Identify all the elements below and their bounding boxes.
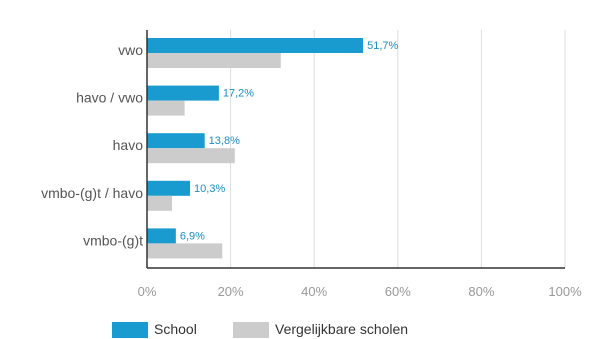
data-label: 17,2%: [223, 88, 254, 100]
legend-label: Vergelijkbare scholen: [275, 321, 408, 337]
data-label: 10,3%: [194, 183, 225, 195]
category-labels: vwo havo / vwo havo vmbo-(g)t / havo vmbo-(g…: [41, 42, 143, 248]
data-label: 51,7%: [367, 40, 398, 52]
legend: School Vergelijkbare scholen: [112, 321, 408, 338]
category-label: vmbo-(g)t: [83, 232, 143, 248]
gridlines: [230, 30, 566, 268]
bar-school: [147, 180, 191, 196]
bar-vergelijkbare-scholen: [147, 53, 281, 68]
bar-school: [147, 133, 205, 149]
bar-school: [147, 85, 219, 101]
legend-label: School: [154, 321, 197, 337]
category-label: havo: [113, 137, 144, 153]
x-tick-label: 60%: [385, 284, 411, 299]
category-label: havo / vwo: [76, 90, 143, 106]
data-label: 6,9%: [180, 230, 205, 242]
category-label: vmbo-(g)t / havo: [41, 185, 143, 201]
category-label: vwo: [118, 42, 143, 58]
x-tick-label: 40%: [301, 284, 327, 299]
x-tick-labels: 0% 20% 40% 60% 80% 100%: [138, 284, 582, 299]
bar-school: [147, 228, 176, 244]
legend-swatch: [233, 322, 269, 338]
x-tick-label: 20%: [218, 284, 244, 299]
bar-school: [147, 38, 364, 53]
bar-vergelijkbare-scholen: [147, 148, 235, 164]
bar-vergelijkbare-scholen: [147, 243, 223, 259]
x-tick-label: 100%: [548, 284, 582, 299]
bar-vergelijkbare-scholen: [147, 195, 173, 211]
data-label: 13,8%: [209, 135, 240, 147]
bar-vergelijkbare-scholen: [147, 100, 185, 116]
legend-swatch: [112, 322, 148, 338]
bars: 51,7% 17,2% 13,8% 10,3% 6,9%: [147, 38, 399, 259]
x-tick-label: 0%: [138, 284, 157, 299]
x-tick-label: 80%: [468, 284, 494, 299]
